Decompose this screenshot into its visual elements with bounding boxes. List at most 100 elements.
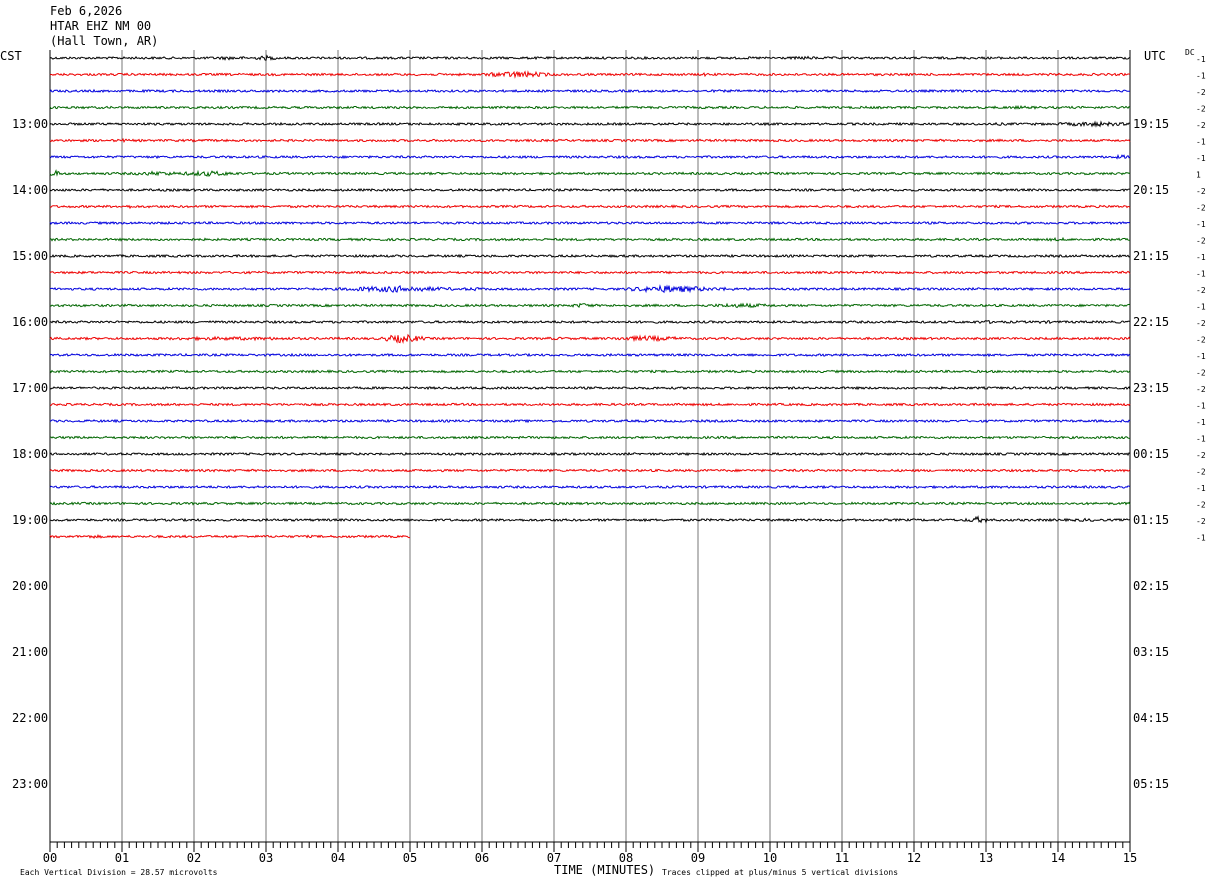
station-label: HTAR EHZ NM 00 bbox=[50, 19, 152, 33]
seismic-trace bbox=[49, 270, 1131, 275]
dc-offset-label: -1 bbox=[1196, 303, 1206, 312]
dc-offset-label: -1 bbox=[1196, 220, 1206, 229]
seismic-trace bbox=[49, 319, 1131, 325]
right-hour-label: 00:15 bbox=[1133, 447, 1169, 461]
right-hour-label: 02:15 bbox=[1133, 579, 1169, 593]
right-hour-label: 01:15 bbox=[1133, 513, 1169, 527]
dc-offset-label: -1 bbox=[1196, 418, 1206, 427]
dc-offset-label: -1 bbox=[1196, 154, 1206, 163]
location-label: (Hall Town, AR) bbox=[50, 34, 159, 48]
dc-offset-label: -2 bbox=[1196, 385, 1206, 394]
dc-offset-label: -2 bbox=[1196, 369, 1206, 378]
dc-offset-label: -2 bbox=[1196, 336, 1206, 345]
dc-offset-label: 1 bbox=[1196, 171, 1201, 180]
seismic-trace bbox=[49, 70, 1131, 79]
seismic-trace bbox=[49, 169, 1131, 177]
dc-offset-label: -2 bbox=[1196, 319, 1206, 328]
vertical-division-note: Each Vertical Division = 28.57 microvolt… bbox=[20, 868, 218, 877]
right-hour-label: 23:15 bbox=[1133, 381, 1169, 395]
left-hour-label: 16:00 bbox=[12, 315, 48, 329]
left-hour-label: 14:00 bbox=[12, 183, 48, 197]
left-hour-label: 19:00 bbox=[12, 513, 48, 527]
seismic-trace bbox=[49, 220, 1131, 226]
seismic-trace bbox=[49, 302, 1131, 309]
dc-offset-label: -2 bbox=[1196, 204, 1206, 213]
dc-offset-label: -1 bbox=[1196, 72, 1206, 81]
dc-offset-label: -2 bbox=[1196, 88, 1206, 97]
dc-offset-label: -2 bbox=[1196, 451, 1206, 460]
seismic-trace bbox=[49, 333, 1131, 344]
dc-offset-label: -2 bbox=[1196, 517, 1206, 526]
dc-offset-label: -1 bbox=[1196, 534, 1206, 543]
seismic-trace bbox=[49, 88, 1130, 94]
seismic-traces bbox=[49, 54, 1131, 539]
seismic-trace bbox=[49, 187, 1130, 193]
time-labels: 13:00 14:00 15:00 16:00 17:00 18:00 19:00 20:00… bbox=[12, 55, 1206, 791]
dc-offset-label: -1 bbox=[1196, 435, 1206, 444]
x-tick-label: 13 bbox=[979, 851, 993, 865]
left-hour-label: 20:00 bbox=[12, 579, 48, 593]
x-tick-label: 03 bbox=[259, 851, 273, 865]
dc-offset-label: -1 bbox=[1196, 138, 1206, 147]
x-tick-label: 06 bbox=[475, 851, 489, 865]
x-tick-label: 14 bbox=[1051, 851, 1065, 865]
right-hour-label: 19:15 bbox=[1133, 117, 1169, 131]
x-tick-label: 00 bbox=[43, 851, 57, 865]
seismic-trace bbox=[49, 385, 1131, 391]
right-hour-label: 05:15 bbox=[1133, 777, 1169, 791]
dc-offset-label: -2 bbox=[1196, 286, 1206, 295]
dc-label: DC bbox=[1185, 48, 1195, 57]
date-label: Feb 6,2026 bbox=[50, 4, 123, 18]
x-tick-label: 08 bbox=[619, 851, 633, 865]
right-hour-label: 21:15 bbox=[1133, 249, 1169, 263]
dc-offset-label: -2 bbox=[1196, 501, 1206, 510]
dc-offset-label: -1 bbox=[1196, 402, 1206, 411]
x-axis-title: TIME (MINUTES) bbox=[554, 863, 656, 877]
seismic-trace bbox=[49, 515, 1131, 524]
right-hour-label: 03:15 bbox=[1133, 645, 1169, 659]
x-tick-label: 05 bbox=[403, 851, 417, 865]
seismic-trace bbox=[49, 451, 1131, 457]
seismic-trace bbox=[49, 402, 1131, 407]
seismic-trace bbox=[49, 418, 1131, 424]
seismic-trace bbox=[49, 236, 1131, 242]
left-hour-label: 18:00 bbox=[12, 447, 48, 461]
x-tick-label: 07 bbox=[547, 851, 561, 865]
seismic-trace bbox=[49, 484, 1131, 490]
x-tick-label: 09 bbox=[691, 851, 705, 865]
left-hour-label: 21:00 bbox=[12, 645, 48, 659]
dc-offset-label: -2 bbox=[1196, 468, 1206, 477]
seismic-trace bbox=[49, 104, 1131, 110]
left-hour-label: 22:00 bbox=[12, 711, 48, 725]
seismic-trace bbox=[49, 253, 1131, 259]
grid bbox=[49, 50, 1131, 842]
dc-offset-label: -1 bbox=[1196, 253, 1206, 262]
seismic-trace bbox=[49, 137, 1131, 143]
dc-offset-label: -2 bbox=[1196, 187, 1206, 196]
seismic-trace bbox=[49, 120, 1131, 128]
left-hour-label: 23:00 bbox=[12, 777, 48, 791]
seismic-trace bbox=[49, 533, 410, 539]
left-hour-label: 17:00 bbox=[12, 381, 48, 395]
seismic-trace bbox=[49, 468, 1131, 473]
right-timezone-label: UTC bbox=[1144, 49, 1166, 63]
seismic-trace bbox=[49, 435, 1131, 440]
left-timezone-label: CST bbox=[0, 49, 22, 63]
x-tick-label: 11 bbox=[835, 851, 849, 865]
seismic-trace bbox=[49, 369, 1131, 374]
right-hour-label: 04:15 bbox=[1133, 711, 1169, 725]
dc-offset-label: -2 bbox=[1196, 121, 1206, 130]
left-hour-label: 13:00 bbox=[12, 117, 48, 131]
dc-offset-label: -2 bbox=[1196, 237, 1206, 246]
seismic-trace bbox=[49, 352, 1131, 358]
dc-offset-label: -1 bbox=[1196, 55, 1206, 64]
seismic-trace bbox=[49, 204, 1131, 210]
right-hour-label: 20:15 bbox=[1133, 183, 1169, 197]
dc-offset-label: -1 bbox=[1196, 484, 1206, 493]
x-tick-label: 02 bbox=[187, 851, 201, 865]
seismic-trace bbox=[49, 501, 1131, 506]
x-tick-label: 04 bbox=[331, 851, 345, 865]
seismic-trace bbox=[49, 54, 1131, 61]
clip-note: Traces clipped at plus/minus 5 vertical … bbox=[662, 868, 899, 877]
